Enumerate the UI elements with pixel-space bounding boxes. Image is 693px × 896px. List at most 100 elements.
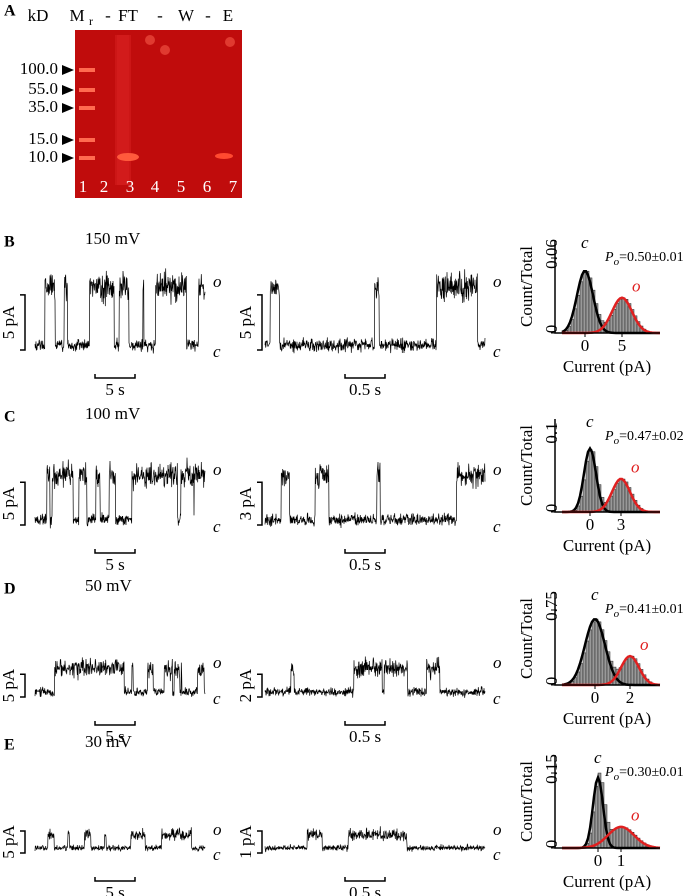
x-tick-label: 0 [581, 336, 590, 355]
scale-label-x: 0.5 s [349, 883, 381, 896]
closed-state: c [493, 689, 501, 708]
marker-arrow [62, 135, 74, 145]
scale-bar-y [257, 830, 263, 854]
current-trace [264, 826, 486, 853]
histogram-bar [573, 308, 578, 334]
po-symbol: P [604, 765, 614, 780]
current-trace [34, 657, 206, 698]
gel-spot [225, 37, 235, 47]
histogram-bar [588, 449, 593, 513]
lane-number: 6 [203, 177, 212, 196]
po-subscript: o [614, 256, 620, 268]
y-tick-label: 0 [542, 677, 561, 686]
y-tick-label: 0.15 [542, 754, 561, 784]
closed-state: c [493, 517, 501, 536]
gel-header: E [223, 6, 233, 25]
closed-state: c [213, 689, 221, 708]
open-state: o [493, 653, 502, 672]
y-tick-label: 0 [542, 840, 561, 849]
lane-number: 1 [79, 177, 88, 196]
histogram-bar [612, 829, 617, 849]
panel-label: D [4, 581, 16, 598]
voltage-label: 30 mV [85, 732, 132, 751]
closed-state: c [493, 342, 501, 361]
gel-header: - [205, 6, 211, 25]
y-tick-label: 0.75 [542, 591, 561, 621]
po-symbol: P [604, 250, 614, 265]
closed-peak-label: c [591, 585, 599, 604]
histogram-bar [615, 303, 620, 334]
current-trace [34, 457, 206, 529]
scale-bar-y [257, 481, 263, 526]
open-state: o [213, 460, 222, 479]
gel-header: FT [118, 6, 138, 25]
open-state: o [213, 653, 222, 672]
scale-bar-y [257, 673, 263, 698]
scale-bar-x [344, 374, 386, 379]
ladder-band [79, 68, 95, 72]
panel-label: A [4, 3, 16, 20]
open-state: o [493, 820, 502, 839]
y-tick-label: 0.1 [542, 422, 561, 443]
panel-label: B [4, 234, 15, 251]
x-tick-label: 3 [617, 515, 626, 534]
histogram-bar [624, 659, 629, 686]
po-symbol: P [604, 602, 614, 617]
scale-bar-x [94, 721, 136, 726]
histogram-bar [579, 663, 584, 686]
po-symbol: P [604, 429, 614, 444]
scale-bar-x [94, 877, 136, 882]
histogram-bar [621, 478, 626, 513]
closed-peak-label: c [586, 412, 594, 431]
gel-header: - [157, 6, 163, 25]
voltage-label: 100 mV [85, 404, 141, 423]
scale-bar-y [20, 481, 26, 526]
marker-label: 100.0 [20, 59, 58, 78]
scale-label-x: 5 s [105, 727, 124, 746]
histogram-bar [618, 826, 623, 849]
scale-label-y: 5 pA [0, 825, 18, 859]
hist-y-label: Count/Total [517, 425, 536, 506]
current-trace [34, 827, 206, 853]
protein-band [117, 153, 139, 161]
scale-label-y: 5 pA [0, 305, 18, 339]
marker-label: 55.0 [28, 79, 58, 98]
scale-bar-x [94, 374, 136, 379]
ladder-band [79, 88, 95, 92]
scale-label-y: 3 pA [236, 486, 255, 520]
histogram-bar [591, 621, 596, 686]
gel-header: W [178, 6, 195, 25]
gel-header: - [105, 6, 111, 25]
scale-bar-y [20, 294, 26, 351]
gel-header: kD [28, 6, 49, 25]
po-subscript: o [614, 771, 620, 783]
x-tick-label: 0 [591, 688, 600, 707]
scale-label-x: 0.5 s [349, 727, 381, 746]
x-tick-label: 0 [586, 515, 595, 534]
histogram-bar [609, 495, 614, 513]
hist-y-label: Count/Total [517, 246, 536, 327]
gel-spot [145, 35, 155, 45]
histogram [554, 240, 661, 335]
scale-label-x: 5 s [105, 883, 124, 896]
scale-bar-y [20, 673, 26, 698]
y-tick-label: 0 [542, 325, 561, 334]
scale-bar-y [257, 294, 263, 351]
marker-arrow [62, 153, 74, 163]
closed-state: c [213, 845, 221, 864]
x-tick-label: 5 [618, 336, 627, 355]
histogram-bar [609, 315, 614, 334]
histogram-bar [585, 460, 590, 513]
hist-x-label: Current (pA) [563, 357, 651, 376]
open-state: o [493, 460, 502, 479]
open-state: o [493, 272, 502, 291]
histogram-bar [585, 640, 590, 686]
open-peak-label: o [640, 635, 649, 654]
closed-peak-label: c [594, 748, 602, 767]
histogram-bar [612, 309, 617, 334]
open-peak-label: o [631, 806, 640, 825]
scale-bar-x [344, 549, 386, 554]
open-probability: Po=0.41±0.01 [604, 602, 684, 619]
lane-number: 7 [229, 177, 238, 196]
